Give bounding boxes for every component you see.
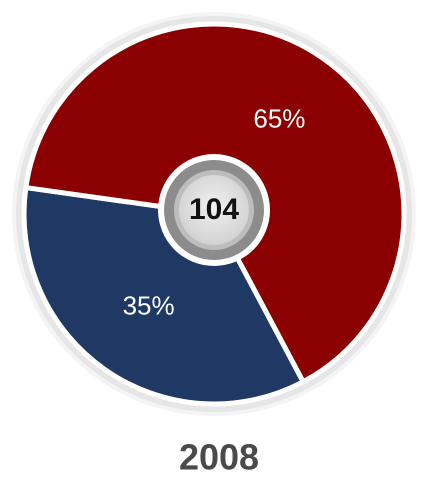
center-value: 104 [189,193,239,226]
year-label: 2008 [179,437,259,478]
slice-label-2: 65% [253,103,305,133]
slice-1 [21,185,306,407]
center-disc [179,175,249,245]
slice-labels: 35% 65% [123,103,306,320]
slice-label-1: 35% [123,290,175,320]
